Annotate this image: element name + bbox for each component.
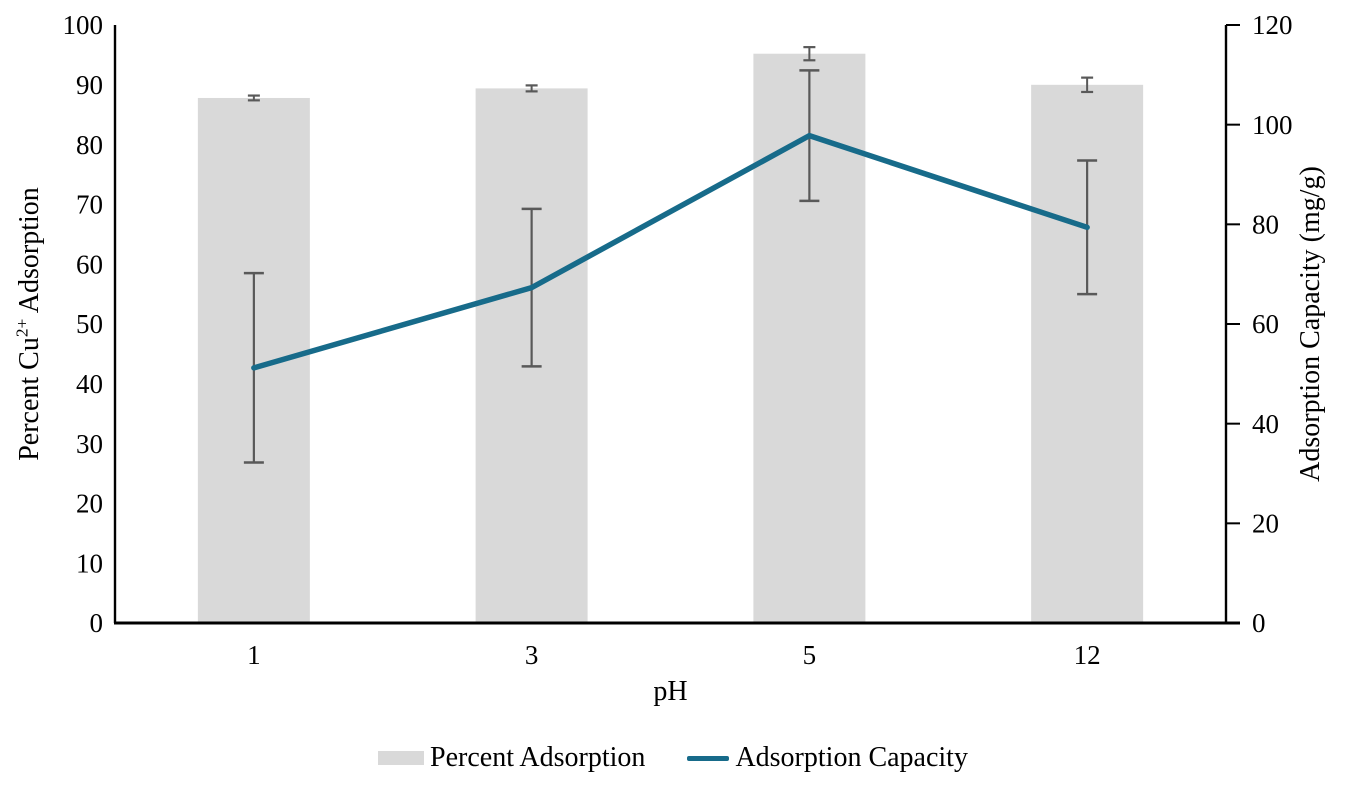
svg-text:10: 10 (76, 548, 103, 578)
svg-text:50: 50 (76, 309, 103, 339)
svg-text:0: 0 (90, 608, 104, 638)
svg-text:1: 1 (247, 640, 261, 670)
svg-text:60: 60 (1252, 309, 1279, 339)
svg-text:70: 70 (76, 190, 103, 220)
legend-item-percent-adsorption: Percent Adsorption (378, 742, 645, 774)
left-y-axis-title-superscript: 2+ (12, 318, 32, 338)
left-y-axis-title: Percent Cu2+ Adsorption (10, 25, 50, 623)
svg-text:60: 60 (76, 249, 103, 279)
svg-text:80: 80 (1252, 210, 1279, 240)
svg-text:3: 3 (525, 640, 539, 670)
right-y-axis-title: Adsorption Capacity (mg/g) (1295, 166, 1326, 482)
legend-item-adsorption-capacity: Adsorption Capacity (687, 742, 968, 774)
legend-label-percent-adsorption: Percent Adsorption (430, 742, 646, 773)
svg-text:12: 12 (1074, 640, 1101, 670)
bar-series-swatch-icon (378, 751, 425, 765)
svg-text:20: 20 (1252, 509, 1279, 539)
svg-text:20: 20 (76, 489, 103, 519)
left-y-axis-title-suffix: Adsorption (14, 187, 45, 319)
svg-text:30: 30 (76, 429, 103, 459)
line-series-swatch-icon (687, 755, 730, 761)
left-y-axis-title-prefix: Percent Cu (14, 337, 45, 461)
svg-text:100: 100 (1252, 110, 1293, 140)
svg-text:5: 5 (803, 640, 817, 670)
svg-text:90: 90 (76, 70, 103, 100)
svg-text:40: 40 (1252, 409, 1279, 439)
adsorption-capacity-line (251, 132, 1090, 371)
chart-legend: Percent Adsorption Adsorption Capacity (0, 742, 1346, 774)
svg-text:100: 100 (63, 10, 104, 40)
svg-text:0: 0 (1252, 608, 1266, 638)
svg-text:40: 40 (76, 369, 103, 399)
svg-text:120: 120 (1252, 10, 1293, 40)
legend-label-adsorption-capacity: Adsorption Capacity (735, 742, 968, 773)
svg-text:80: 80 (76, 130, 103, 160)
x-axis-title: pH (653, 676, 688, 707)
